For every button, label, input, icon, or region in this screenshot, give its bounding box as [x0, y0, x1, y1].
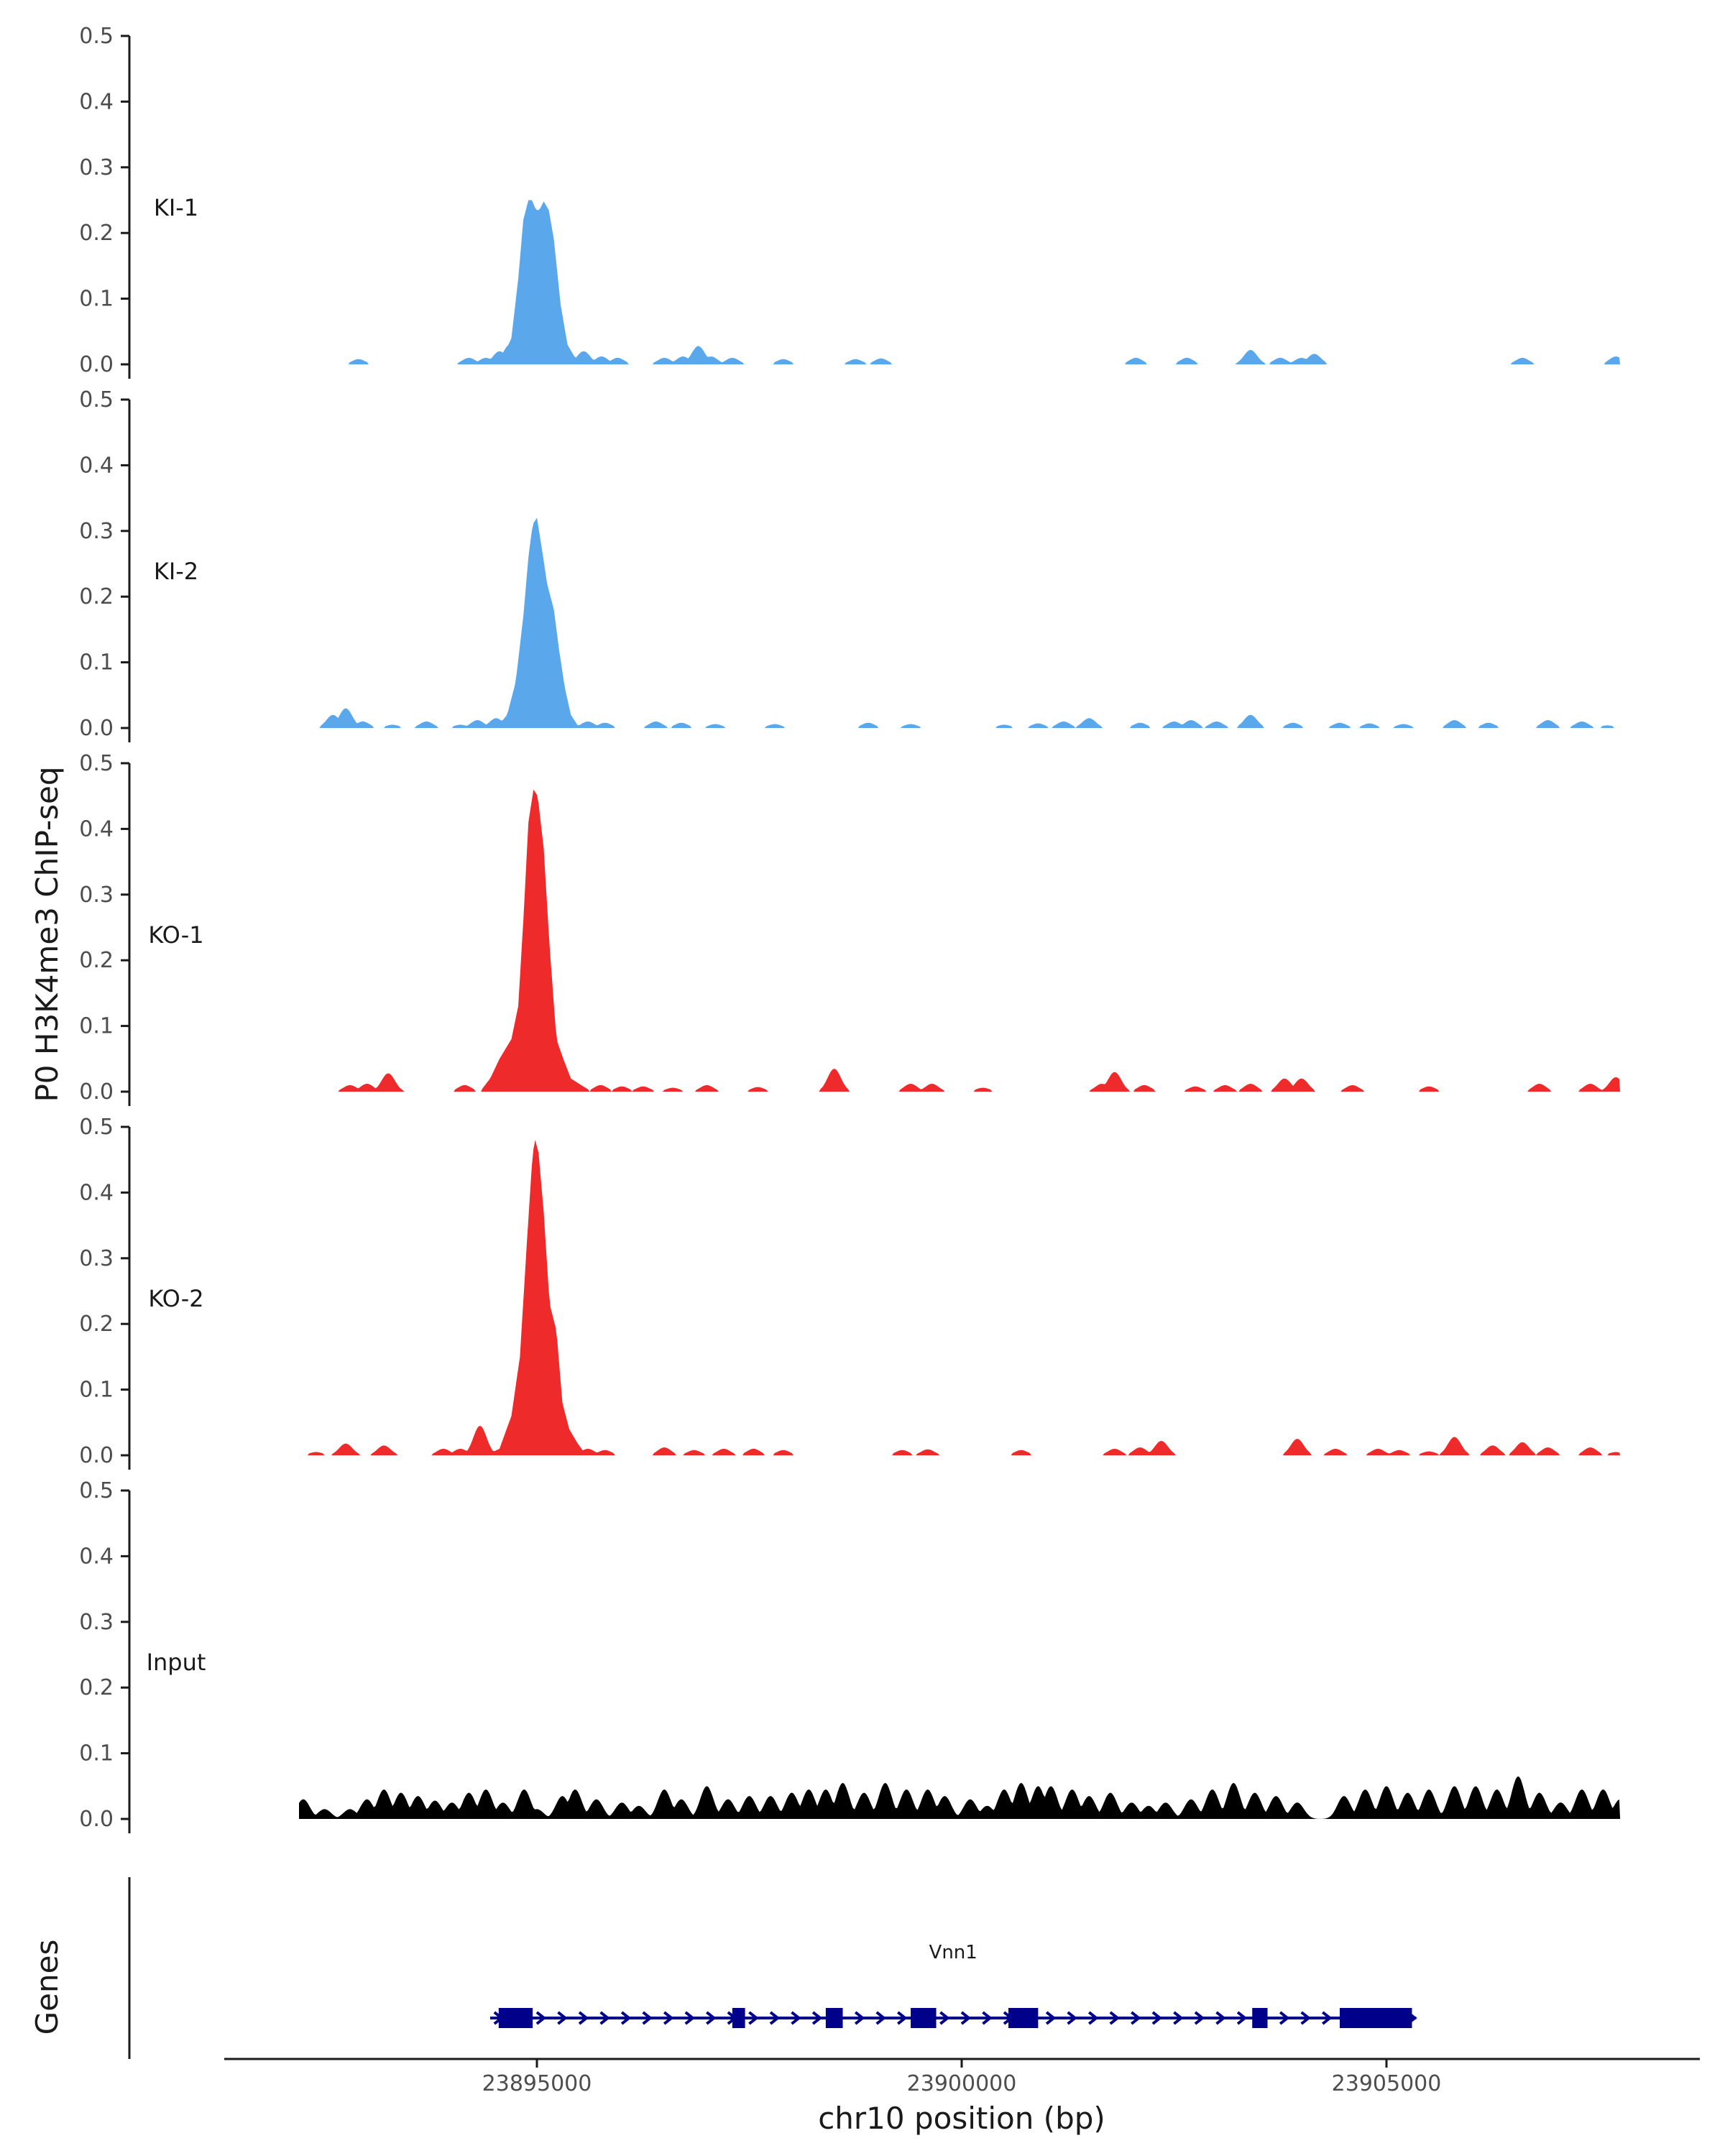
x-tick-label: 23895000 — [482, 2071, 592, 2096]
gene-name-label: Vnn1 — [929, 1942, 978, 1963]
strand-arrow — [1279, 2011, 1290, 2025]
strand-arrow — [663, 2011, 674, 2025]
y-tick-label: 0.1 — [79, 1378, 114, 1403]
exon — [825, 2008, 843, 2028]
strand-arrow — [875, 2011, 886, 2025]
y-tick-label: 0.5 — [79, 1115, 114, 1140]
y-tick-label: 0.4 — [79, 453, 114, 478]
strand-arrow — [897, 2011, 908, 2025]
genes-axis-title: Genes — [29, 1940, 65, 2035]
strand-arrow — [960, 2011, 972, 2025]
strand-arrow — [578, 2011, 589, 2025]
strand-arrow — [706, 2011, 717, 2025]
gene-panel: Vnn1 — [128, 1877, 1417, 2059]
strand-arrow — [1151, 2011, 1163, 2025]
gene-exons — [498, 2008, 1412, 2028]
track-ki-1: 0.0 0.1 0.2 0.3 0.4 0.5 KI-1 — [79, 24, 1621, 379]
signal-area-ki-2 — [299, 517, 1621, 728]
track-label: KI-2 — [154, 558, 198, 585]
track-ko-1: 0.0 0.1 0.2 0.3 0.4 0.5 KO-1 — [79, 751, 1621, 1106]
strand-arrow — [939, 2011, 950, 2025]
strand-arrow — [684, 2011, 695, 2025]
track-ko-2: 0.0 0.1 0.2 0.3 0.4 0.5 KO-2 — [79, 1115, 1621, 1470]
x-axis-title: chr10 position (bp) — [818, 2101, 1105, 2136]
track-label: KI-1 — [154, 194, 198, 221]
signal-tracks: 0.0 0.1 0.2 0.3 0.4 0.5 KI-1 0.0 0.1 0.2 0.3 0.4 0.5… — [79, 24, 1621, 1833]
strand-arrow — [811, 2011, 823, 2025]
y-tick-label: 0.1 — [79, 650, 114, 676]
y-tick-label: 0.3 — [79, 883, 114, 908]
strand-arrow — [1173, 2011, 1184, 2025]
y-tick-label: 0.4 — [79, 816, 114, 842]
y-tick-label: 0.1 — [79, 1741, 114, 1766]
x-axis: 23895000 23900000 23905000 chr10 position … — [224, 2058, 1700, 2136]
y-tick-label: 0.5 — [79, 751, 114, 776]
y-tick-label: 0.5 — [79, 387, 114, 413]
y-tick-label: 0.0 — [79, 352, 114, 377]
x-tick-label: 23900000 — [907, 2071, 1017, 2096]
x-ticks: 23895000 23900000 23905000 — [482, 2059, 1442, 2096]
y-tick-label: 0.3 — [79, 1246, 114, 1271]
strand-arrow — [769, 2011, 781, 2025]
y-tick-label: 0.3 — [79, 155, 114, 180]
y-tick-label: 0.2 — [79, 948, 114, 973]
strand-arrow — [1067, 2011, 1077, 2025]
y-tick-label: 0.0 — [79, 1079, 114, 1105]
y-tick-label: 0.3 — [79, 519, 114, 544]
strand-arrow — [854, 2011, 865, 2025]
signal-area-ko-1 — [299, 789, 1621, 1092]
signal-area-ko-2 — [299, 1140, 1621, 1455]
strand-arrow — [599, 2011, 610, 2025]
exon — [1008, 2008, 1039, 2028]
exon — [498, 2008, 533, 2028]
y-tick-label: 0.5 — [79, 24, 114, 49]
strand-arrow — [620, 2011, 632, 2025]
y-tick-label: 0.2 — [79, 584, 114, 609]
strand-arrow — [1045, 2011, 1057, 2025]
track-label: KO-1 — [148, 921, 203, 949]
y-tick-label: 0.2 — [79, 1675, 114, 1700]
exon — [1252, 2008, 1268, 2028]
strand-arrow — [1300, 2011, 1311, 2025]
strand-arrow — [1194, 2011, 1205, 2025]
signal-area-ki-1 — [299, 200, 1621, 364]
y-tick-label: 0.1 — [79, 287, 114, 312]
exon — [911, 2008, 937, 2028]
y-tick-label: 0.0 — [79, 1807, 114, 1832]
strand-arrow — [1131, 2011, 1141, 2025]
strand-arrow — [1236, 2011, 1248, 2025]
strand-arrow — [1109, 2011, 1120, 2025]
track-input: 0.0 0.1 0.2 0.3 0.4 0.5 Input — [79, 1478, 1621, 1833]
y-tick-label: 0.4 — [79, 1544, 114, 1569]
strand-arrow — [748, 2011, 759, 2025]
y-tick-label: 0.4 — [79, 1180, 114, 1205]
y-tick-label: 0.2 — [79, 1312, 114, 1337]
y-tick-label: 0.5 — [79, 1478, 114, 1503]
strand-arrow — [642, 2011, 653, 2025]
y-tick-label: 0.1 — [79, 1014, 114, 1039]
y-axis-title: P0 H3K4me3 ChIP-seq — [29, 766, 65, 1102]
strand-arrow — [1322, 2011, 1333, 2025]
strand-arrow — [535, 2011, 547, 2025]
signal-area-input — [299, 1777, 1621, 1819]
track-label: KO-2 — [148, 1285, 203, 1312]
exon — [1339, 2008, 1412, 2028]
strand-arrow — [1087, 2011, 1099, 2025]
y-tick-label: 0.2 — [79, 221, 114, 246]
strand-arrow — [557, 2011, 568, 2025]
strand-arrow — [791, 2011, 801, 2025]
track-label: Input — [147, 1649, 206, 1676]
y-tick-label: 0.0 — [79, 1443, 114, 1468]
y-tick-label: 0.3 — [79, 1610, 114, 1635]
exon — [732, 2008, 745, 2028]
strand-arrow — [982, 2011, 993, 2025]
x-tick-label: 23905000 — [1332, 2071, 1442, 2096]
y-tick-label: 0.4 — [79, 89, 114, 114]
track-ki-2: 0.0 0.1 0.2 0.3 0.4 0.5 KI-2 — [79, 387, 1621, 742]
strand-arrow — [1215, 2011, 1226, 2025]
y-tick-label: 0.0 — [79, 716, 114, 741]
